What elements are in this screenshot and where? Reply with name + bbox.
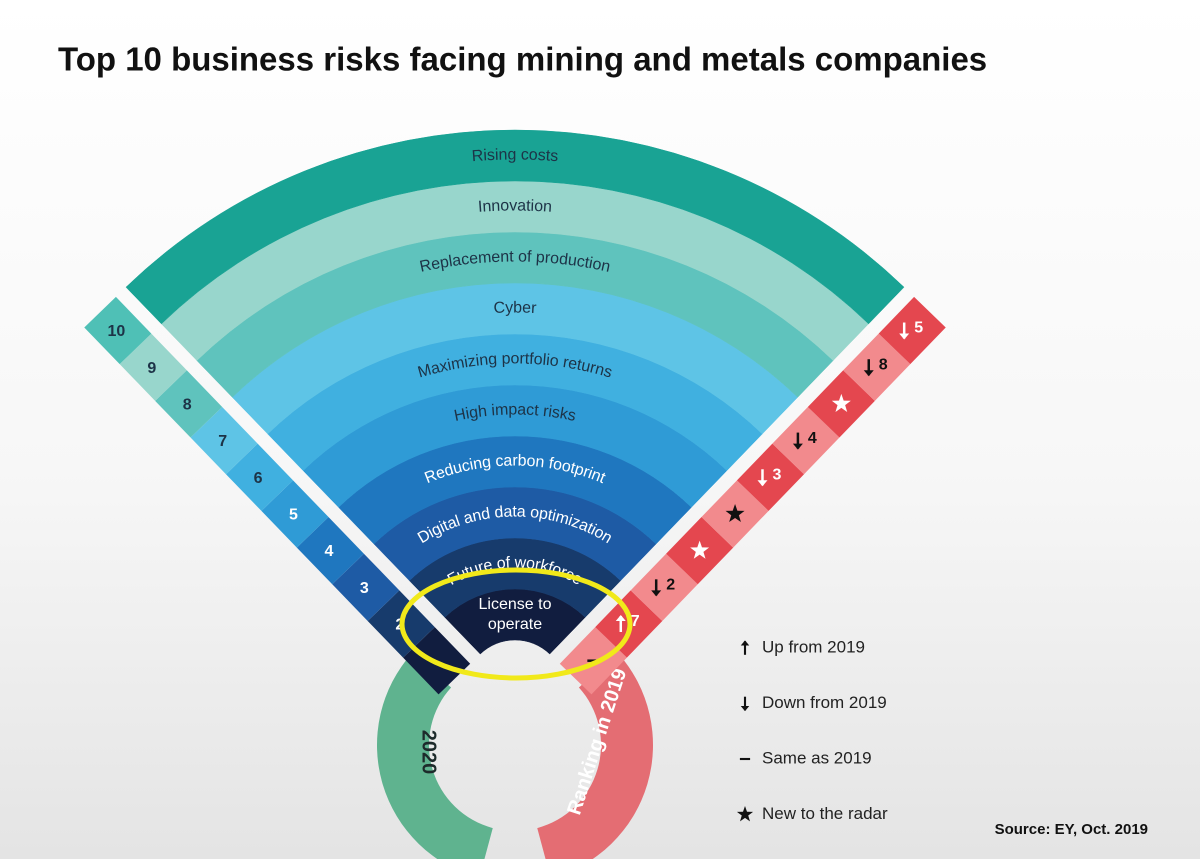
rank-segment xyxy=(190,406,258,475)
rank-label: 9 xyxy=(147,360,156,377)
star-icon xyxy=(690,540,710,559)
arrow-head xyxy=(615,615,626,622)
change-segment xyxy=(843,333,911,401)
rank-label: 3 xyxy=(360,580,369,597)
risk-label-text: Cyber xyxy=(493,300,537,318)
change-segment xyxy=(772,406,840,475)
arrow-head xyxy=(740,706,750,712)
risk-label: Rising costs xyxy=(471,147,558,166)
change-segment xyxy=(736,443,805,511)
risk-label-text: Rising costs xyxy=(471,147,558,166)
previous-rank: 7 xyxy=(631,613,640,630)
rank-segment xyxy=(332,553,400,621)
ring-2020 xyxy=(377,652,493,859)
risk-band xyxy=(125,129,905,325)
previous-rank: 8 xyxy=(879,356,888,373)
rank-label: 4 xyxy=(324,543,333,560)
legend-label: Up from 2019 xyxy=(762,637,865,656)
previous-rank: 2 xyxy=(666,577,675,594)
legend-label: Same as 2019 xyxy=(762,748,872,767)
star-icon xyxy=(831,393,851,412)
rank-label: 10 xyxy=(107,323,125,340)
risk-label-text: High impact risks xyxy=(453,402,578,425)
risk-label-text: Innovation xyxy=(477,198,552,216)
previous-rank: 4 xyxy=(808,430,817,447)
star-icon xyxy=(736,806,754,822)
highlight xyxy=(399,567,633,681)
arrow-head xyxy=(757,480,768,487)
rank-segment xyxy=(225,443,294,511)
legend-label: New to the radar xyxy=(762,804,888,823)
rank-segment xyxy=(84,296,152,365)
risk-label: High impact risks xyxy=(453,402,578,425)
rank-label: 6 xyxy=(254,470,263,487)
rank-label: 7 xyxy=(218,433,227,450)
star-icon xyxy=(725,503,745,523)
change-segment xyxy=(878,296,946,365)
arrow-head xyxy=(792,443,803,450)
risk-label: License to operate xyxy=(478,596,552,633)
rank-segment xyxy=(261,480,329,548)
rank-label: 5 xyxy=(289,507,298,524)
legend-label: Down from 2019 xyxy=(762,693,887,712)
arrow-head xyxy=(651,590,662,597)
rank-label: 8 xyxy=(183,397,192,414)
risk-label: Cyber xyxy=(493,300,537,318)
rank-segment xyxy=(296,517,364,585)
arrow-head xyxy=(899,333,910,340)
risk-label: Innovation xyxy=(477,198,552,216)
ring-2019 xyxy=(537,652,653,859)
previous-rank: 3 xyxy=(772,466,781,483)
previous-rank: 5 xyxy=(914,320,923,337)
title: Top 10 business risks facing mining and … xyxy=(58,41,987,78)
rank-segment xyxy=(119,333,187,401)
arrow-head xyxy=(863,370,874,377)
change-segment xyxy=(630,553,698,621)
arrow-head xyxy=(740,640,750,646)
risk-label-box: License to operate xyxy=(478,596,552,633)
ring-label-2020: 2020 xyxy=(418,730,440,775)
source: Source: EY, Oct. 2019 xyxy=(995,821,1148,838)
rank-segment xyxy=(155,370,223,438)
